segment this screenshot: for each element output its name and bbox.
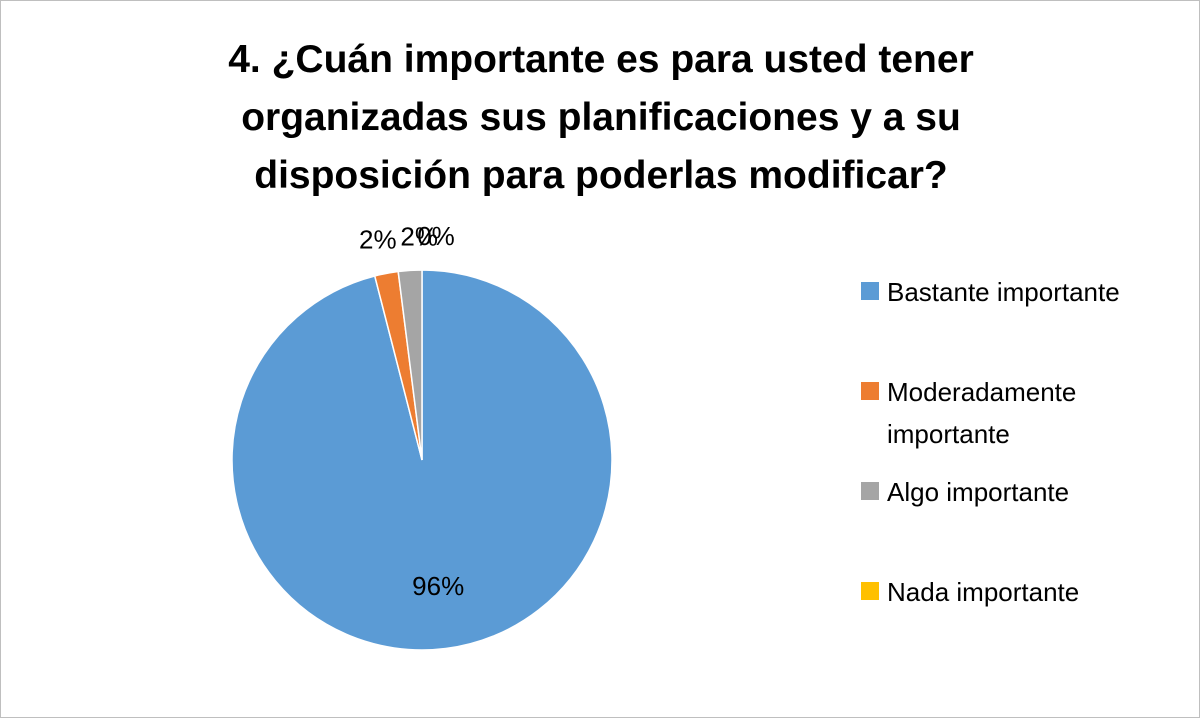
- legend-swatch: [861, 382, 879, 400]
- data-label-4: 0%: [417, 221, 455, 251]
- legend-swatch: [861, 482, 879, 500]
- legend-swatch: [861, 282, 879, 300]
- data-label-1: 96%: [412, 571, 464, 601]
- legend-label: Moderadamente importante: [887, 377, 1077, 449]
- chart-title: 4. ¿Cuán importante es para usted tener …: [228, 38, 974, 197]
- legend-label: Bastante importante: [887, 277, 1120, 307]
- pie-slice-3: [397, 269, 423, 461]
- legend-swatch: [861, 582, 879, 600]
- data-label-3: 2%: [400, 221, 438, 251]
- data-label-2: 2%: [359, 224, 397, 254]
- legend-label: Algo importante: [887, 477, 1070, 507]
- legend-label: Nada importante: [887, 577, 1080, 607]
